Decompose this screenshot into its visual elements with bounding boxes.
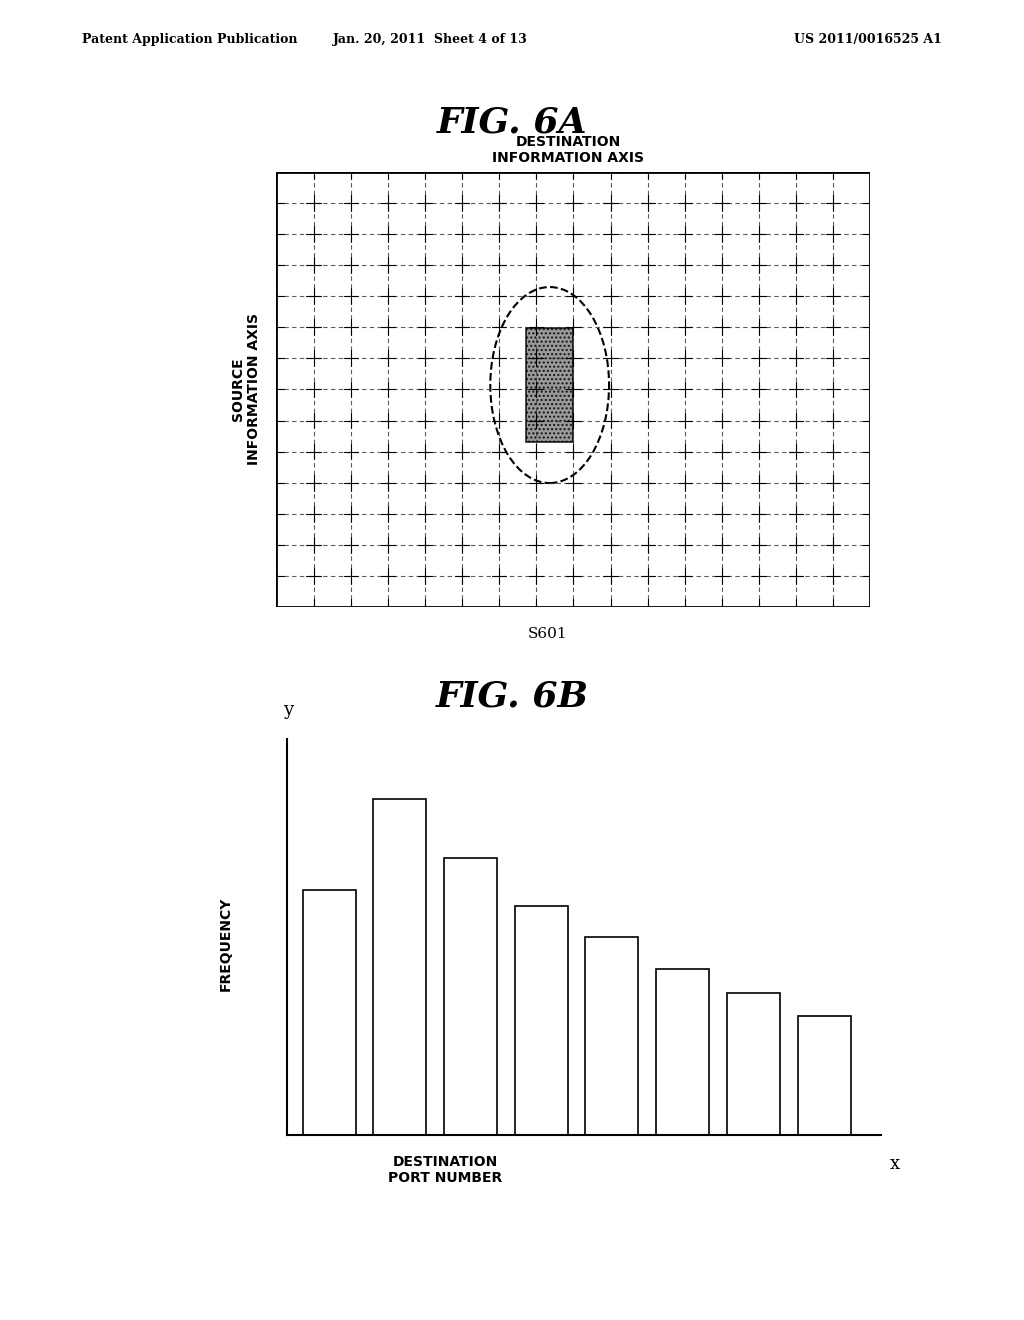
Text: SOURCE
INFORMATION AXIS: SOURCE INFORMATION AXIS	[230, 313, 261, 466]
Text: x: x	[890, 1155, 900, 1173]
Text: FREQUENCY: FREQUENCY	[218, 896, 232, 991]
Bar	[303, 890, 355, 1135]
Text: Patent Application Publication: Patent Application Publication	[82, 33, 297, 46]
Text: S601: S601	[528, 627, 567, 642]
Text: US 2011/0016525 A1: US 2011/0016525 A1	[795, 33, 942, 46]
Bar	[374, 799, 426, 1135]
Text: FIG. 6B: FIG. 6B	[435, 680, 589, 714]
Text: DESTINATION
INFORMATION AXIS: DESTINATION INFORMATION AXIS	[493, 135, 644, 165]
Bar	[515, 906, 567, 1135]
Text: y: y	[283, 701, 293, 719]
Bar	[656, 969, 710, 1135]
Bar	[526, 329, 573, 442]
Text: Jan. 20, 2011  Sheet 4 of 13: Jan. 20, 2011 Sheet 4 of 13	[333, 33, 527, 46]
Bar	[586, 937, 639, 1135]
Text: FIG. 6A: FIG. 6A	[437, 106, 587, 140]
Bar	[444, 858, 497, 1135]
Bar	[798, 1016, 851, 1135]
Text: DESTINATION
PORT NUMBER: DESTINATION PORT NUMBER	[388, 1155, 503, 1185]
Bar	[727, 993, 780, 1135]
